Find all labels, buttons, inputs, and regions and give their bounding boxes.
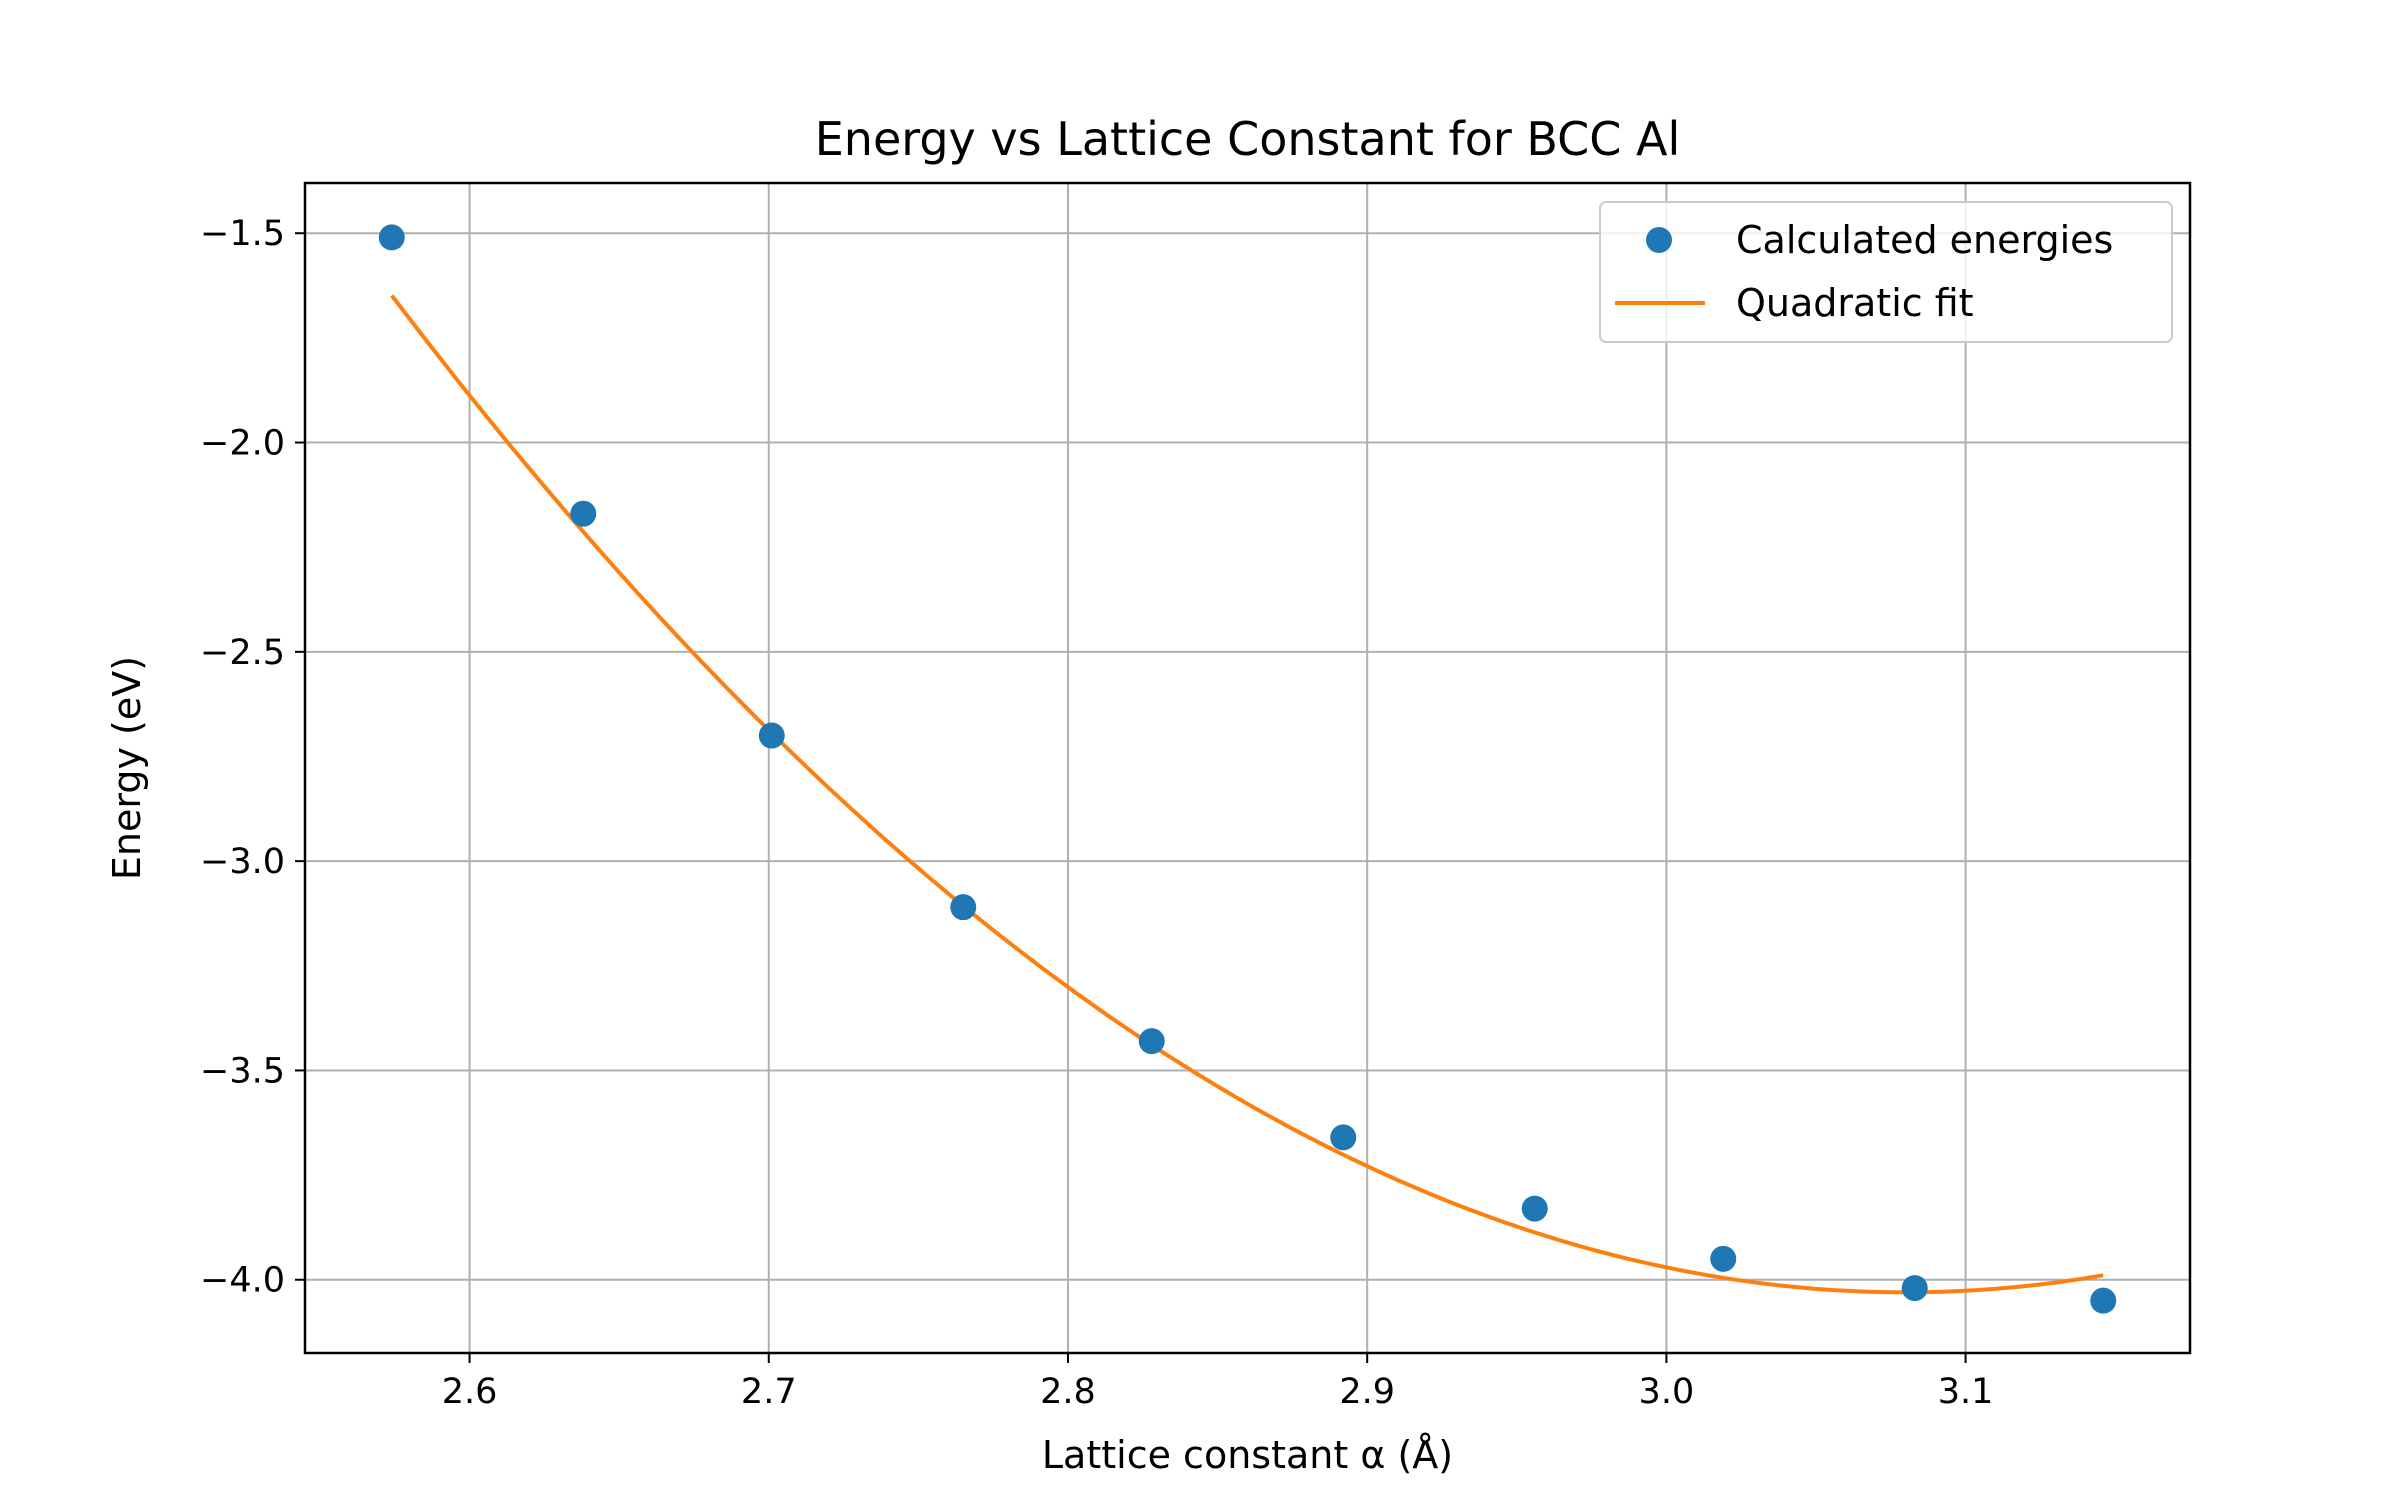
axes-frame	[303, 181, 2192, 1355]
data-point	[570, 500, 597, 527]
data-point	[950, 894, 977, 921]
y-tick-label: −1.5	[200, 214, 285, 254]
y-tick-label: −2.5	[200, 633, 285, 673]
x-tick-label: 3.1	[1938, 1372, 1994, 1412]
x-axis-label: Lattice constant α (Å)	[1042, 1433, 1453, 1477]
plot-area	[303, 181, 2192, 1355]
data-point	[1138, 1028, 1165, 1055]
data-point	[1521, 1195, 1548, 1222]
y-tick-label: −2.0	[200, 424, 285, 464]
y-axis-label: Energy (eV)	[105, 656, 149, 880]
legend: Calculated energies Quadratic fit	[1599, 201, 2173, 343]
data-point	[1710, 1245, 1737, 1272]
y-tick-label: −4.0	[200, 1261, 285, 1301]
y-tick-label: −3.5	[200, 1051, 285, 1091]
legend-label-quadratic-fit: Quadratic fit	[1736, 281, 1974, 325]
legend-box	[1599, 201, 2173, 343]
x-tick-label: 2.7	[741, 1372, 797, 1412]
x-tick-label: 2.8	[1040, 1372, 1096, 1412]
quadratic-fit-line	[390, 294, 2104, 1295]
data-point	[758, 722, 785, 749]
y-axis-ticks: −1.5 −2.0 −2.5 −3.0 −3.5 −4.0	[200, 214, 305, 1301]
fit-layer	[390, 294, 2104, 1295]
x-tick-label: 2.9	[1339, 1372, 1395, 1412]
data-point	[2090, 1287, 2117, 1314]
data-point	[1330, 1124, 1357, 1151]
x-tick-label: 3.0	[1639, 1372, 1695, 1412]
data-point	[378, 224, 405, 251]
points-layer	[378, 224, 2117, 1314]
data-point	[1901, 1275, 1928, 1302]
legend-marker-calculated-energies	[1646, 227, 1672, 253]
x-tick-label: 2.6	[442, 1372, 498, 1412]
x-axis-ticks: 2.6 2.7 2.8 2.9 3.0 3.1	[442, 1353, 1994, 1412]
legend-label-calculated-energies: Calculated energies	[1736, 218, 2113, 262]
y-tick-label: −3.0	[200, 842, 285, 882]
chart-title: Energy vs Lattice Constant for BCC Al	[815, 112, 1681, 166]
